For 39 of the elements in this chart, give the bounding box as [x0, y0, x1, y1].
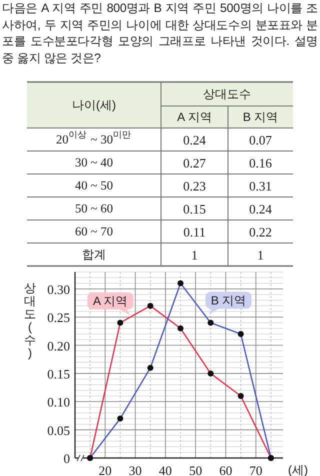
y-tick-label: 0.05: [47, 422, 70, 438]
data-label: 0.22: [249, 224, 272, 239]
data-label: 0.16: [249, 155, 272, 170]
x-tick-label: 20: [98, 462, 112, 476]
data-label: 0.07: [249, 132, 272, 147]
text: 합계: [82, 248, 106, 262]
data-label: 0.24: [249, 201, 272, 216]
series-label: B 지역: [210, 293, 246, 308]
y-tick-label: 0: [64, 450, 70, 466]
data-label: 0.31: [249, 178, 272, 193]
x-tick-label: 50: [189, 462, 202, 476]
y-tick-label: 0.20: [47, 338, 70, 353]
text: A 지역: [177, 110, 212, 124]
data-label: 0.15: [183, 201, 206, 216]
y-tick-label: 0.30: [47, 281, 70, 296]
series-label: A 지역: [93, 294, 128, 308]
data-label: 0.24: [183, 132, 206, 147]
data-label: 0.27: [183, 155, 206, 170]
x-tick-label: 30: [128, 462, 142, 476]
text: 나이(세): [72, 98, 116, 112]
y-tick-label: 0.25: [47, 310, 70, 325]
data-label: 0.11: [183, 224, 206, 239]
x-tick-label: 40: [158, 462, 172, 476]
category-label: 50 ~ 60: [74, 202, 114, 216]
category-label: 40 ~ 50: [74, 178, 114, 192]
y-axis-title: 상대도(수): [24, 281, 36, 360]
text: 상대도수: [203, 87, 251, 101]
category-label: 60 ~ 70: [74, 224, 114, 238]
category-label: 20$^{이상}$ ~ 30$^{미만}$: [56, 130, 132, 146]
x-tick-label: 60: [219, 462, 232, 476]
data-label: 0.23: [183, 178, 206, 193]
y-tick-label: 0.15: [47, 366, 70, 381]
text: 1: [257, 247, 264, 262]
y-tick-label: 0.10: [47, 394, 70, 410]
x-tick-label: 70: [249, 462, 262, 476]
category-label: 30 ~ 40: [74, 156, 114, 170]
text: 다음은 A 지역 주민 800명과 B 지역 주민 500명의 나이를 조사하여, 두 지역 주민의 나이에 대한 상대도수의 분포표와 분포를 도수분포다각형 모양의 그래프로 나타낸 것이다. 설명 중 옳지 않은 것은?: [2, 0, 318, 66]
text: B 지역: [242, 110, 278, 124]
text: 1: [191, 247, 198, 262]
